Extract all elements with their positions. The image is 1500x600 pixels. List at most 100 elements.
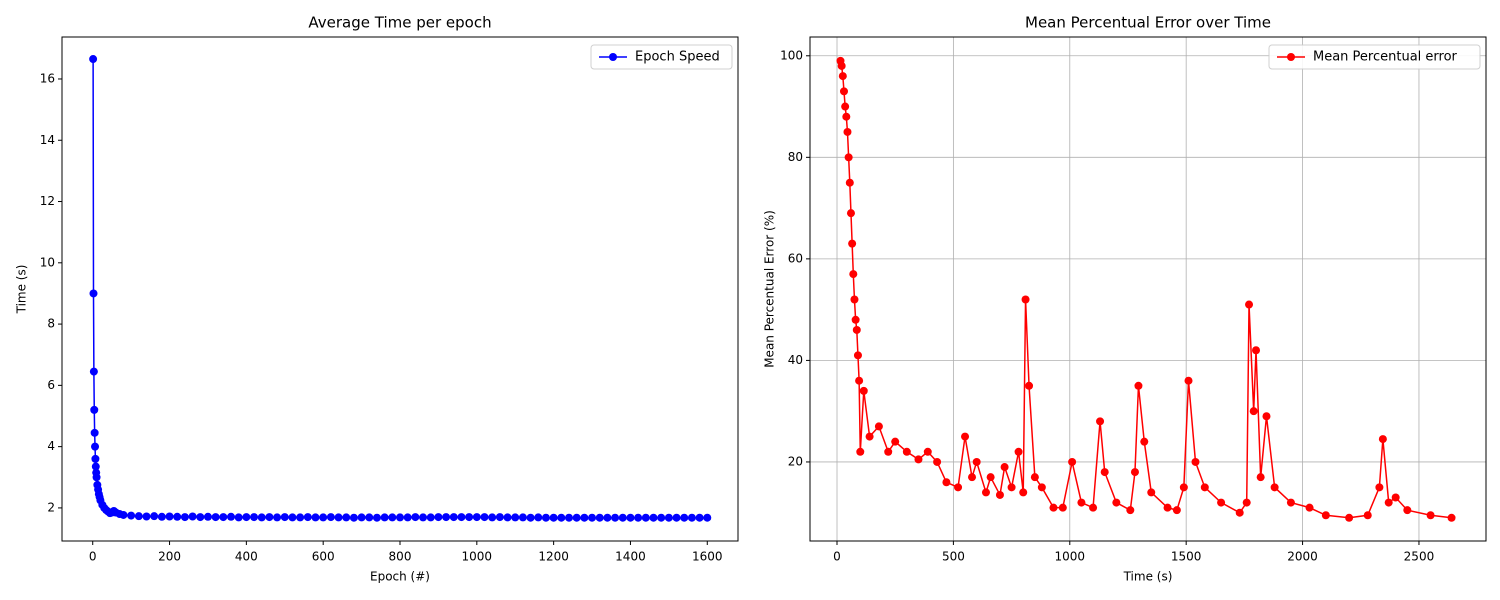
y-tick-label: 60 <box>788 251 803 265</box>
x-tick-label: 1000 <box>1055 550 1086 564</box>
marker <box>837 61 846 70</box>
marker <box>150 512 159 521</box>
marker <box>319 513 328 522</box>
y-tick-label: 2 <box>47 500 55 514</box>
marker <box>1049 503 1058 512</box>
x-tick-label: 500 <box>942 550 965 564</box>
y-tick-label: 20 <box>788 454 803 468</box>
marker <box>372 513 381 522</box>
marker <box>134 512 143 521</box>
marker <box>961 432 970 441</box>
marker <box>641 513 650 522</box>
marker <box>1030 473 1039 482</box>
marker <box>211 513 220 522</box>
marker <box>365 513 374 522</box>
x-tick-label: 1000 <box>462 550 493 564</box>
marker <box>165 512 174 521</box>
marker <box>1037 483 1046 492</box>
y-tick-label: 10 <box>40 255 55 269</box>
x-tick-label: 2000 <box>1287 550 1318 564</box>
x-tick-label: 1600 <box>692 550 723 564</box>
marker <box>90 428 99 437</box>
marker <box>89 55 98 64</box>
marker <box>296 513 305 522</box>
marker <box>1262 412 1271 421</box>
marker <box>1426 511 1435 520</box>
marker <box>884 447 893 456</box>
marker <box>664 513 673 522</box>
marker <box>855 376 864 385</box>
marker <box>1256 473 1265 482</box>
marker <box>986 473 995 482</box>
marker <box>541 513 550 522</box>
marker <box>288 513 297 522</box>
marker <box>1286 498 1295 507</box>
marker <box>853 351 862 360</box>
marker <box>843 127 852 136</box>
marker <box>311 513 320 522</box>
marker <box>334 513 343 522</box>
marker <box>91 454 100 463</box>
chart-title: Average Time per epoch <box>308 14 491 32</box>
marker <box>657 513 666 522</box>
marker <box>588 513 597 522</box>
marker <box>465 513 474 522</box>
marker <box>173 512 182 521</box>
marker <box>1025 381 1034 390</box>
marker <box>852 325 861 334</box>
marker <box>1147 488 1156 497</box>
marker <box>434 513 443 522</box>
marker <box>995 490 1004 499</box>
marker <box>90 405 99 414</box>
marker <box>1363 511 1372 520</box>
x-tick-label: 1200 <box>538 550 569 564</box>
marker <box>419 513 428 522</box>
legend-label: Epoch Speed <box>635 50 720 65</box>
marker <box>902 447 911 456</box>
marker <box>942 478 951 487</box>
y-tick-label: 80 <box>788 150 803 164</box>
marker <box>403 513 412 522</box>
marker <box>1163 503 1172 512</box>
marker <box>1077 498 1086 507</box>
marker <box>874 422 883 431</box>
marker <box>1019 488 1028 497</box>
x-tick-label: 400 <box>235 550 258 564</box>
marker <box>265 513 274 522</box>
marker <box>839 87 848 96</box>
marker <box>127 511 136 520</box>
marker <box>891 437 900 446</box>
marker <box>1089 503 1098 512</box>
legend-box <box>1268 44 1481 70</box>
marker <box>695 513 704 522</box>
marker <box>227 512 235 521</box>
marker <box>219 513 228 522</box>
marker <box>856 447 865 456</box>
marker <box>426 513 435 522</box>
marker <box>914 455 923 464</box>
axes-frame <box>809 36 1487 542</box>
marker <box>1252 346 1261 355</box>
y-tick-label: 12 <box>40 194 55 208</box>
marker <box>442 513 451 522</box>
marker <box>534 513 543 522</box>
marker <box>1100 468 1109 477</box>
marker <box>1378 435 1387 444</box>
marker <box>349 513 358 522</box>
y-tick-label: 100 <box>780 48 803 62</box>
marker <box>1130 468 1139 477</box>
marker <box>859 386 868 395</box>
marker <box>1126 506 1135 515</box>
marker <box>672 513 681 522</box>
marker <box>626 513 635 522</box>
marker <box>1270 483 1279 492</box>
marker <box>846 209 855 218</box>
y-tick-label: 6 <box>47 378 55 392</box>
marker <box>92 473 101 482</box>
marker <box>1249 407 1258 416</box>
marker <box>1200 483 1209 492</box>
marker <box>933 457 942 466</box>
marker <box>511 513 520 522</box>
marker <box>203 512 212 521</box>
